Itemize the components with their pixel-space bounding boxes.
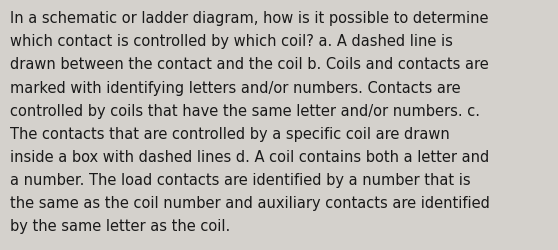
Text: In a schematic or ladder diagram, how is it possible to determine: In a schematic or ladder diagram, how is… <box>10 11 489 26</box>
Text: a number. The load contacts are identified by a number that is: a number. The load contacts are identifi… <box>10 172 470 187</box>
Text: the same as the coil number and auxiliary contacts are identified: the same as the coil number and auxiliar… <box>10 195 490 210</box>
Text: by the same letter as the coil.: by the same letter as the coil. <box>10 218 230 233</box>
Text: which contact is controlled by which coil? a. A dashed line is: which contact is controlled by which coi… <box>10 34 453 49</box>
Text: inside a box with dashed lines d. A coil contains both a letter and: inside a box with dashed lines d. A coil… <box>10 149 489 164</box>
Text: The contacts that are controlled by a specific coil are drawn: The contacts that are controlled by a sp… <box>10 126 450 141</box>
Text: marked with identifying letters and/or numbers. Contacts are: marked with identifying letters and/or n… <box>10 80 461 95</box>
Text: drawn between the contact and the coil b. Coils and contacts are: drawn between the contact and the coil b… <box>10 57 489 72</box>
Text: controlled by coils that have the same letter and/or numbers. c.: controlled by coils that have the same l… <box>10 103 480 118</box>
